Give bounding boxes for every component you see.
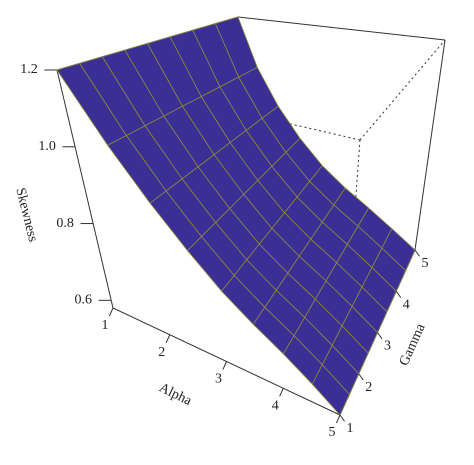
tick-label: 1.0 xyxy=(38,139,56,154)
axis-title: Alpha xyxy=(156,381,194,410)
box-edge xyxy=(56,69,114,309)
tick-label: 5 xyxy=(329,425,336,440)
tick-mark xyxy=(414,249,420,257)
tick-label: 0.6 xyxy=(74,293,92,308)
box-edge xyxy=(237,16,446,41)
tick-mark xyxy=(279,388,284,397)
tick-mark xyxy=(335,414,341,424)
tick-label: 5 xyxy=(422,256,429,271)
tick-label: 1.2 xyxy=(20,62,38,77)
box-edge xyxy=(359,39,446,141)
surface-cell xyxy=(311,364,350,416)
tick-label: 2 xyxy=(158,345,165,360)
axis-title: Skewness xyxy=(12,186,40,243)
tick-label: 3 xyxy=(215,372,222,387)
tick-mark xyxy=(358,373,364,381)
tick-mark xyxy=(395,290,402,298)
tick-mark xyxy=(377,332,383,340)
box-edge xyxy=(339,139,361,416)
axis-title: Gamma xyxy=(397,321,429,368)
tick-mark xyxy=(339,414,345,422)
tick-label: 4 xyxy=(272,398,279,413)
tick-mark xyxy=(108,307,114,317)
box-edge xyxy=(414,39,446,251)
tick-label: 1 xyxy=(102,318,109,333)
tick-label: 2 xyxy=(365,380,372,395)
tick-label: 3 xyxy=(384,339,391,354)
tick-mark xyxy=(222,361,227,370)
tick-label: 1 xyxy=(347,421,354,436)
tick-label: 4 xyxy=(403,297,410,312)
tick-label: 0.8 xyxy=(56,216,74,231)
tick-mark xyxy=(165,334,171,344)
